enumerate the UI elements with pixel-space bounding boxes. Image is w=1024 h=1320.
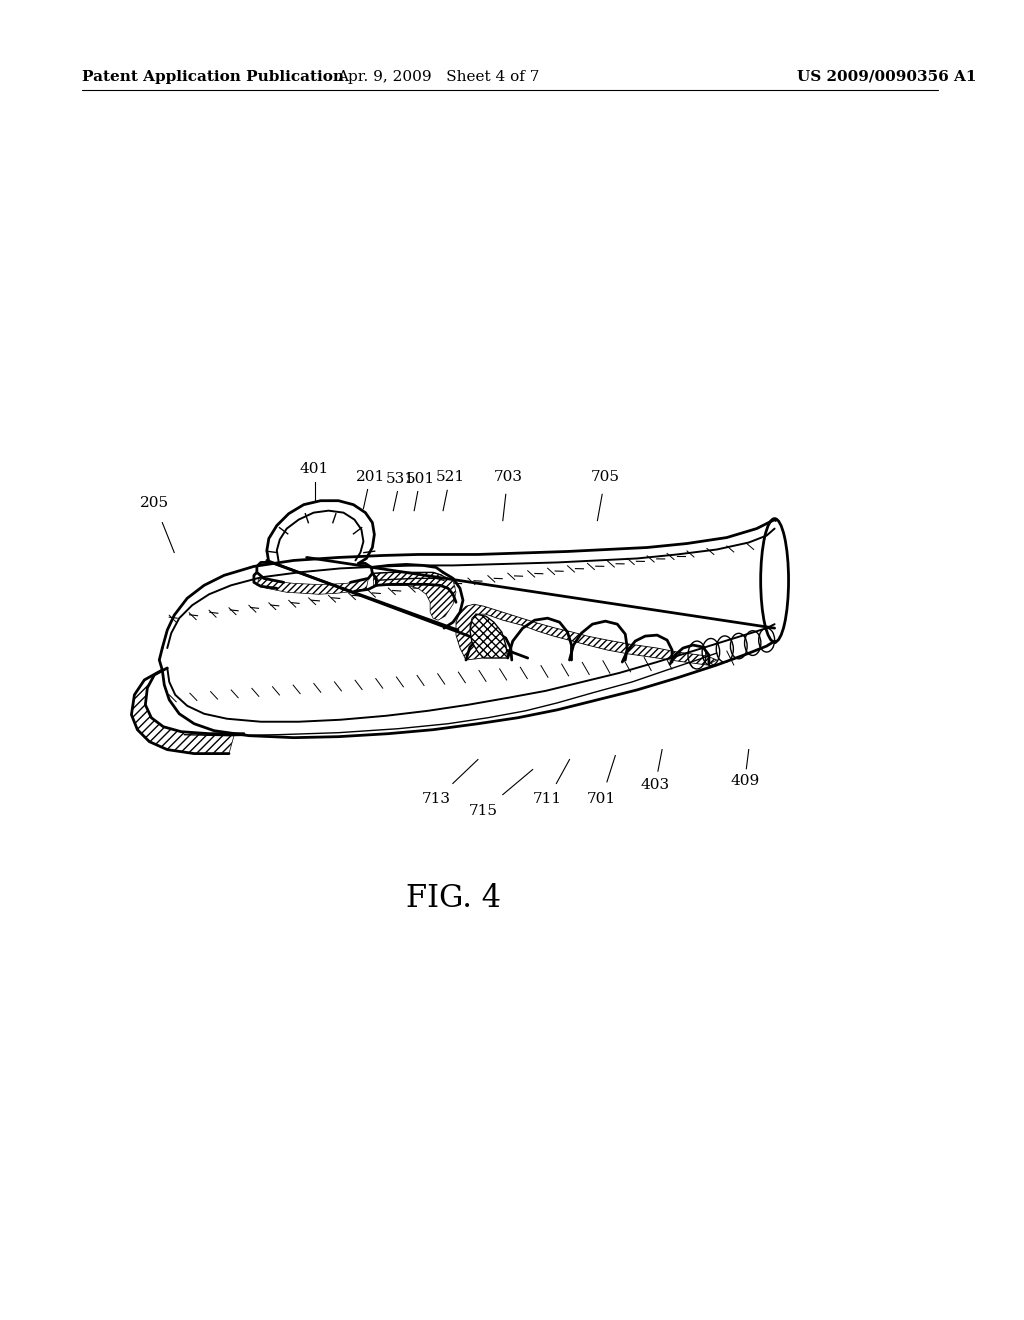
- Text: Apr. 9, 2009   Sheet 4 of 7: Apr. 9, 2009 Sheet 4 of 7: [337, 70, 540, 83]
- Text: US 2009/0090356 A1: US 2009/0090356 A1: [797, 70, 976, 83]
- Text: 703: 703: [494, 470, 522, 484]
- Text: 715: 715: [468, 804, 498, 818]
- Text: FIG. 4: FIG. 4: [406, 883, 501, 915]
- Text: 501: 501: [406, 471, 435, 486]
- Polygon shape: [374, 573, 456, 620]
- Polygon shape: [470, 614, 508, 657]
- Text: 403: 403: [641, 779, 670, 792]
- Text: 409: 409: [730, 775, 760, 788]
- Polygon shape: [131, 668, 233, 754]
- Text: Patent Application Publication: Patent Application Publication: [82, 70, 344, 83]
- Text: 531: 531: [386, 471, 415, 486]
- Text: 205: 205: [139, 496, 169, 510]
- Text: 521: 521: [435, 470, 465, 484]
- Text: 713: 713: [422, 792, 451, 807]
- Text: 711: 711: [534, 792, 562, 807]
- Polygon shape: [456, 605, 717, 665]
- Text: 705: 705: [591, 470, 620, 484]
- Text: 701: 701: [587, 792, 615, 807]
- Text: 201: 201: [355, 470, 385, 484]
- Text: 401: 401: [300, 462, 330, 475]
- Polygon shape: [257, 578, 369, 594]
